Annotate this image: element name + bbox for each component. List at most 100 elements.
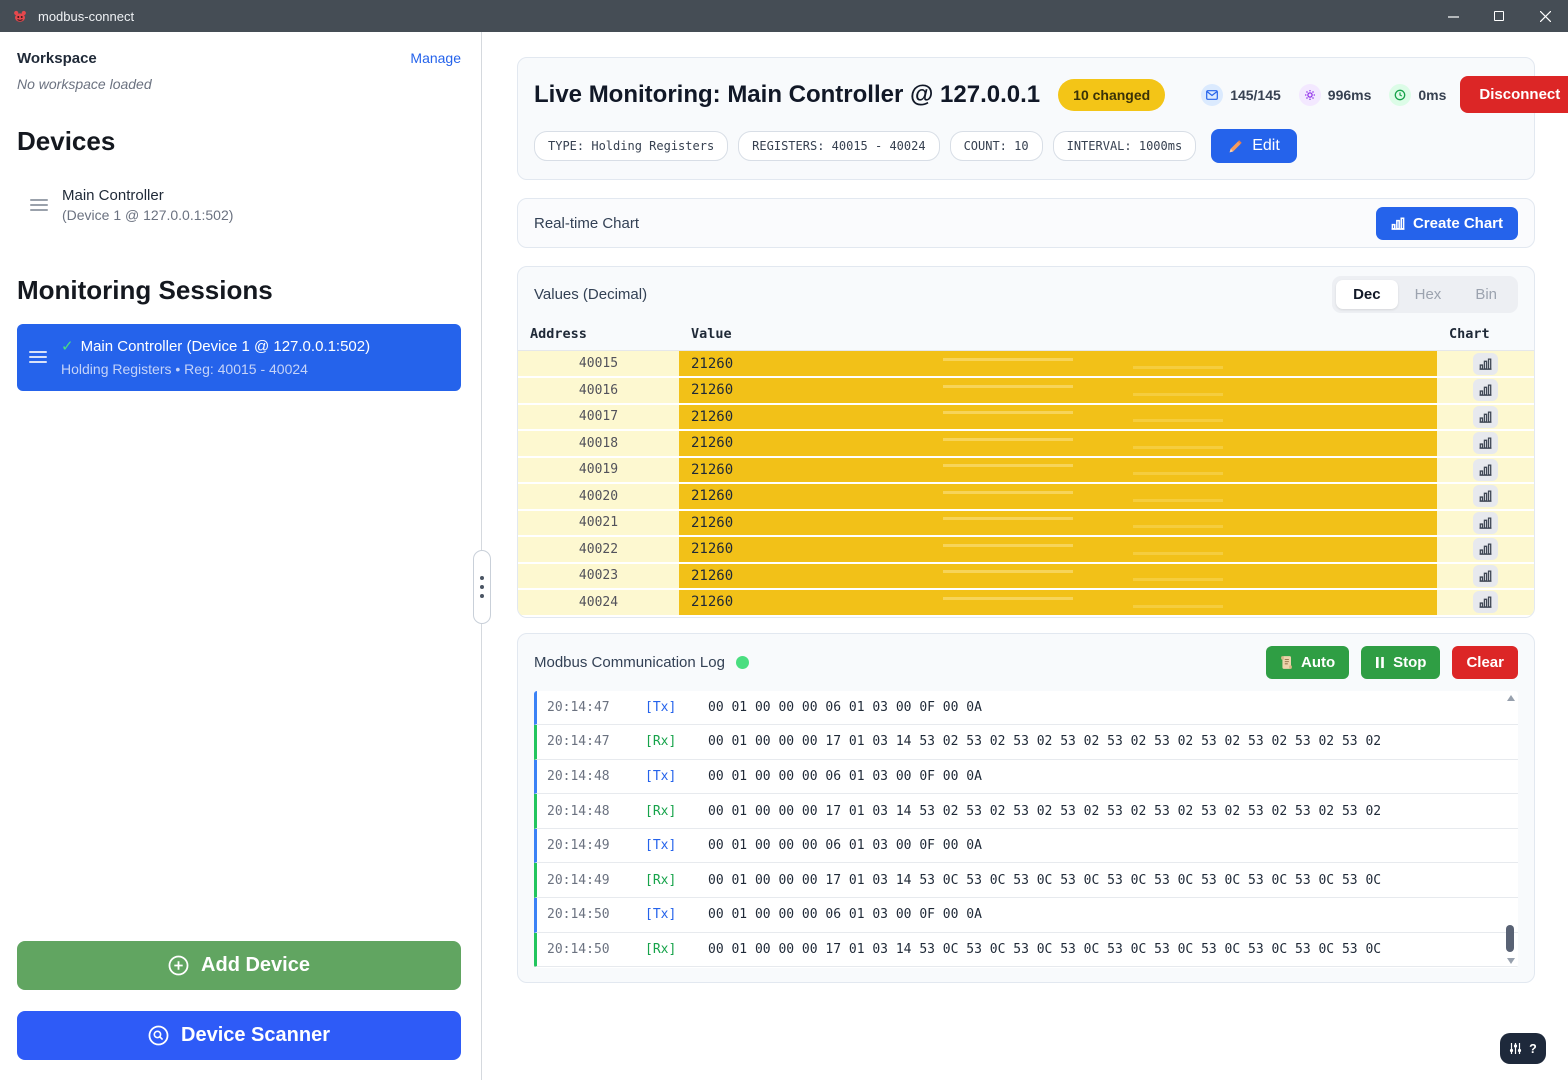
register-row[interactable]: 40021 21260 [518,509,1534,537]
row-chart-button[interactable] [1473,538,1498,561]
envelope-icon [1201,83,1224,106]
log-entry: 20:14:48 [Rx] 00 01 00 00 00 17 01 03 14… [534,794,1518,829]
log-direction: [Tx] [645,699,677,715]
bar-chart-icon [1479,437,1492,450]
log-direction: [Rx] [645,872,677,888]
format-bin-button[interactable]: Bin [1458,280,1514,309]
scroll-down-arrow[interactable] [1507,957,1515,964]
device-scanner-button[interactable]: Device Scanner [17,1011,461,1060]
log-bytes: 00 01 00 00 00 06 01 03 00 0F 00 0A [708,768,982,784]
device-name: Main Controller [62,187,164,204]
log-direction: [Rx] [645,803,677,819]
register-row[interactable]: 40020 21260 [518,483,1534,511]
bar-chart-icon [1479,596,1492,609]
add-device-button[interactable]: Add Device [17,941,461,990]
register-row[interactable]: 40018 21260 [518,430,1534,458]
log-entry: 20:14:49 [Rx] 00 01 00 00 00 17 01 03 14… [534,863,1518,899]
register-row[interactable]: 40024 21260 [518,589,1534,617]
log-direction: [Tx] [645,768,677,784]
device-list-item[interactable]: Main Controller (Device 1 @ 127.0.0.1:50… [17,187,461,223]
row-chart-button[interactable] [1473,564,1498,587]
log-entry: 20:14:50 [Tx] 00 01 00 00 00 06 01 03 00… [534,898,1518,933]
edit-button[interactable]: Edit [1211,129,1297,163]
workspace-label: Workspace [17,50,97,67]
format-dec-button[interactable]: Dec [1336,280,1398,309]
log-scrollbar[interactable] [1505,693,1516,966]
log-bytes: 00 01 00 00 00 17 01 03 14 53 02 53 02 5… [708,734,1382,750]
register-row[interactable]: 40015 21260 [518,350,1534,378]
sidebar-splitter-handle[interactable] [473,550,491,624]
log-direction: [Rx] [645,941,677,957]
titlebar: modbus-connect [0,0,1568,32]
register-address: 40016 [518,377,679,405]
log-entry: 20:14:49 [Tx] 00 01 00 00 00 06 01 03 00… [534,828,1518,864]
manage-workspace-link[interactable]: Manage [410,50,461,66]
latency-stat: 0ms [1389,83,1446,106]
register-address: 40020 [518,483,679,511]
search-circle-icon [148,1025,169,1046]
format-toggle: Dec Hex Bin [1332,276,1518,313]
log-viewport[interactable]: 20:14:47 [Tx] 00 01 00 00 00 06 01 03 00… [534,690,1518,968]
scroll-up-arrow[interactable] [1507,694,1515,701]
clear-log-button[interactable]: Clear [1452,645,1518,679]
realtime-chart-title: Real-time Chart [534,214,640,232]
register-address: 40024 [518,589,679,617]
scrollbar-thumb[interactable] [1506,924,1514,952]
bar-chart-icon [1479,384,1492,397]
device-detail: (Device 1 @ 127.0.0.1:502) [62,207,234,223]
register-value: 21260 [679,377,1437,405]
create-chart-button[interactable]: Create Chart [1375,206,1518,240]
poll-time-stat: 996ms [1298,83,1371,106]
log-timestamp: 20:14:50 [547,907,610,923]
drag-handle-icon[interactable] [29,351,47,363]
log-bytes: 00 01 00 00 00 06 01 03 00 0F 00 0A [708,838,982,854]
column-header-value: Value [679,321,1437,351]
live-status-dot [735,655,749,669]
register-value: 21260 [679,536,1437,564]
log-direction: [Tx] [645,907,677,923]
log-timestamp: 20:14:48 [547,768,610,784]
log-title: Modbus Communication Log [534,653,725,671]
monitoring-sessions-heading: Monitoring Sessions [17,275,273,305]
row-chart-button[interactable] [1473,485,1498,508]
disconnect-button[interactable]: Disconnect [1460,76,1568,113]
settings-help-pill[interactable]: ? [1500,1033,1546,1064]
register-address: 40017 [518,403,679,431]
register-row[interactable]: 40016 21260 [518,377,1534,405]
register-row[interactable]: 40017 21260 [518,403,1534,431]
row-chart-button[interactable] [1473,511,1498,534]
row-chart-button[interactable] [1473,591,1498,614]
row-chart-button[interactable] [1473,432,1498,455]
row-chart-button[interactable] [1473,405,1498,428]
row-chart-button[interactable] [1473,379,1498,402]
close-button[interactable] [1522,0,1568,32]
log-timestamp: 20:14:49 [547,872,610,888]
registers-badge: REGISTERS: 40015 - 40024 [738,131,940,161]
stop-button[interactable]: Stop [1361,645,1441,679]
help-icon[interactable]: ? [1529,1041,1537,1056]
auto-scroll-button[interactable]: Auto [1265,645,1350,679]
values-title: Values (Decimal) [534,286,648,303]
register-row[interactable]: 40023 21260 [518,562,1534,590]
log-entry: 20:14:50 [Rx] 00 01 00 00 00 17 01 03 14… [534,932,1518,968]
row-chart-button[interactable] [1473,352,1498,375]
column-header-address: Address [518,321,679,351]
communication-log-panel: Modbus Communication Log Auto [517,632,1535,983]
register-row[interactable]: 40022 21260 [518,536,1534,564]
monitoring-session-item[interactable]: ✓ Main Controller (Device 1 @ 127.0.0.1:5… [17,324,461,391]
format-hex-button[interactable]: Hex [1398,280,1459,309]
log-entry: 20:14:47 [Rx] 00 01 00 00 00 17 01 03 14… [534,725,1518,760]
check-icon: ✓ [61,338,74,355]
log-direction: [Tx] [645,838,677,854]
close-icon [1539,10,1551,22]
row-chart-button[interactable] [1473,458,1498,481]
bar-chart-icon [1479,464,1492,476]
plus-circle-icon [168,955,189,976]
register-row[interactable]: 40019 21260 [518,456,1534,484]
drag-handle-icon[interactable] [30,199,48,211]
log-timestamp: 20:14:49 [547,838,610,854]
messages-stat: 145/145 [1201,83,1281,106]
live-monitoring-panel: Live Monitoring: Main Controller @ 127.0… [517,57,1568,180]
minimize-button[interactable] [1430,0,1476,32]
maximize-button[interactable] [1476,0,1522,32]
